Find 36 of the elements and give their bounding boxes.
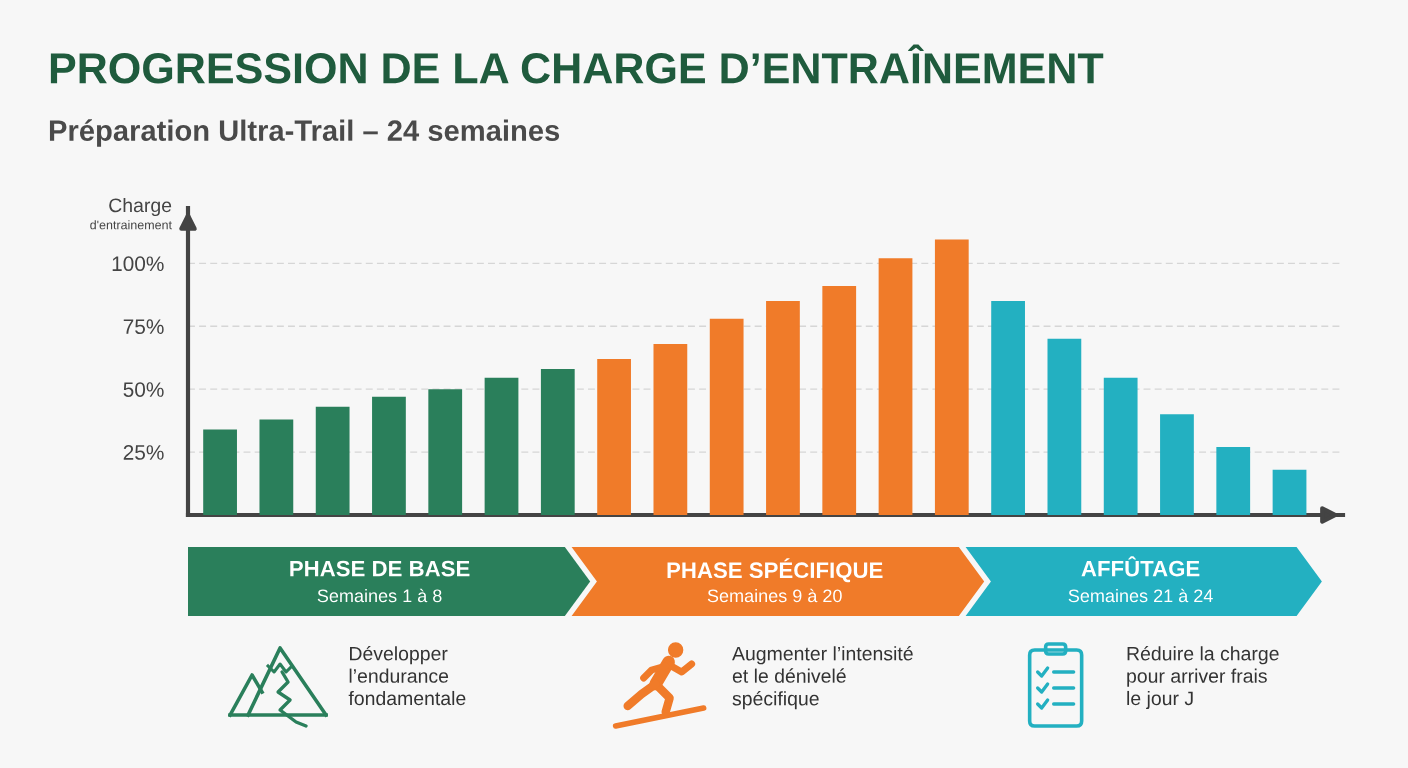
bar: [878, 258, 913, 515]
bar: [991, 301, 1025, 515]
bar: [259, 419, 294, 515]
chart-subtitle: Préparation Ultra-Trail – 24 semaines: [49, 119, 560, 147]
text: AFFÛTAGE: [1081, 556, 1200, 577]
text: Semaines 1 à 8: [317, 588, 442, 603]
bar: [540, 369, 575, 515]
bar: [653, 343, 688, 515]
bar: [709, 318, 744, 515]
y-tick-label: 50%: [123, 382, 164, 397]
text: PHASE SPÉCIFIQUE: [667, 558, 883, 583]
bar: [484, 377, 519, 515]
bar: [1216, 447, 1251, 515]
bar: [315, 406, 350, 515]
bar: [766, 301, 800, 515]
text: PHASE DE BASE: [290, 560, 470, 577]
chart-title: PROGRESSION DE LA CHARGE D’ENTRAÎNEMENT: [50, 44, 1104, 84]
text: Augmenter l’intensité et le dénivelé spécifique: [732, 646, 913, 710]
bar: [372, 396, 406, 515]
y-tick-label: 100%: [112, 256, 164, 272]
bar: [822, 286, 857, 515]
bar: [1047, 338, 1082, 515]
y-tick-label: 25%: [123, 445, 164, 460]
text: Semaines 9 à 20: [707, 588, 842, 603]
text: Réduire la charge pour arriver frais le jour J: [1127, 646, 1279, 710]
y-axis-title: Charge d'entrainement: [90, 197, 172, 230]
bar: [203, 429, 237, 515]
text: Semaines 21 à 24: [1068, 588, 1213, 603]
bar: [934, 239, 969, 515]
bar: [1272, 469, 1307, 515]
bar: [1160, 414, 1194, 515]
bar: [428, 389, 463, 515]
bar: [597, 358, 631, 515]
text: Développer l’endurance fondamentale: [348, 646, 466, 706]
y-tick-label: 75%: [123, 319, 164, 335]
bar: [1103, 377, 1138, 515]
